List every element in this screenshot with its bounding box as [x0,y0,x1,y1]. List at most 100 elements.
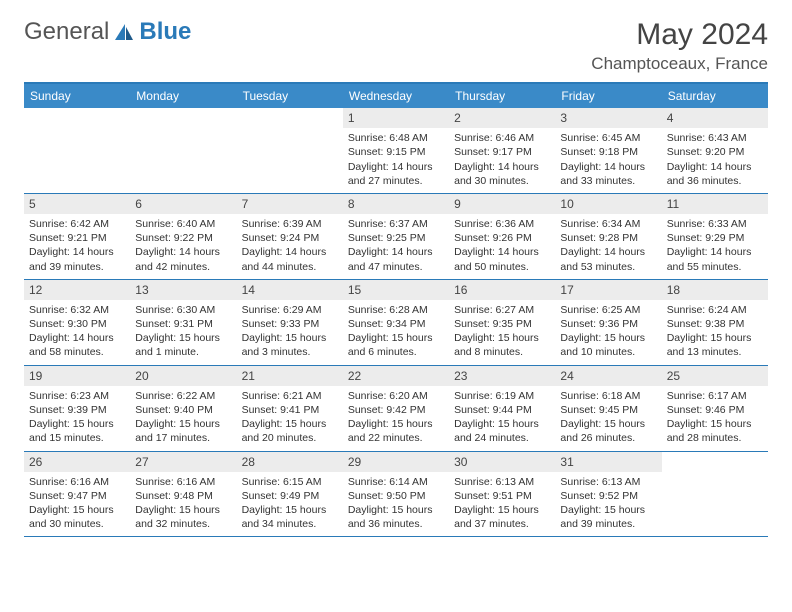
day-number: 11 [662,194,768,214]
sunset-text: Sunset: 9:20 PM [667,145,763,159]
sunrise-text: Sunrise: 6:14 AM [348,475,444,489]
day-cell: 6Sunrise: 6:40 AMSunset: 9:22 PMDaylight… [130,194,236,279]
day-cell: 29Sunrise: 6:14 AMSunset: 9:50 PMDayligh… [343,452,449,537]
day-cell [24,108,130,193]
sunset-text: Sunset: 9:31 PM [135,317,231,331]
day-number: 1 [343,108,449,128]
day-number: 20 [130,366,236,386]
day-number: 29 [343,452,449,472]
sunrise-text: Sunrise: 6:23 AM [29,389,125,403]
daylight-text: Daylight: 15 hours and 34 minutes. [242,503,338,531]
daylight-text: Daylight: 15 hours and 39 minutes. [560,503,656,531]
location-label: Champtoceaux, France [591,54,768,74]
daylight-text: Daylight: 14 hours and 39 minutes. [29,245,125,273]
brand-logo: General Blue [24,18,191,46]
daylight-text: Daylight: 14 hours and 58 minutes. [29,331,125,359]
daylight-text: Daylight: 15 hours and 1 minute. [135,331,231,359]
day-cell: 7Sunrise: 6:39 AMSunset: 9:24 PMDaylight… [237,194,343,279]
daylight-text: Daylight: 15 hours and 24 minutes. [454,417,550,445]
day-label: Friday [555,84,661,108]
sunrise-text: Sunrise: 6:33 AM [667,217,763,231]
sunset-text: Sunset: 9:25 PM [348,231,444,245]
day-cell [237,108,343,193]
sunset-text: Sunset: 9:49 PM [242,489,338,503]
title-block: May 2024 Champtoceaux, France [591,18,768,74]
sunset-text: Sunset: 9:41 PM [242,403,338,417]
sunrise-text: Sunrise: 6:27 AM [454,303,550,317]
day-cell: 1Sunrise: 6:48 AMSunset: 9:15 PMDaylight… [343,108,449,193]
week-row: 5Sunrise: 6:42 AMSunset: 9:21 PMDaylight… [24,194,768,280]
sunrise-text: Sunrise: 6:22 AM [135,389,231,403]
day-cell: 27Sunrise: 6:16 AMSunset: 9:48 PMDayligh… [130,452,236,537]
day-number: 22 [343,366,449,386]
day-number: 31 [555,452,661,472]
sunset-text: Sunset: 9:34 PM [348,317,444,331]
day-label: Saturday [662,84,768,108]
sunrise-text: Sunrise: 6:13 AM [560,475,656,489]
sunset-text: Sunset: 9:18 PM [560,145,656,159]
daylight-text: Daylight: 14 hours and 33 minutes. [560,160,656,188]
daylight-text: Daylight: 15 hours and 28 minutes. [667,417,763,445]
sunset-text: Sunset: 9:45 PM [560,403,656,417]
day-cell: 10Sunrise: 6:34 AMSunset: 9:28 PMDayligh… [555,194,661,279]
sunset-text: Sunset: 9:44 PM [454,403,550,417]
sunset-text: Sunset: 9:15 PM [348,145,444,159]
daylight-text: Daylight: 14 hours and 42 minutes. [135,245,231,273]
calendar: Sunday Monday Tuesday Wednesday Thursday… [24,82,768,537]
day-cell: 21Sunrise: 6:21 AMSunset: 9:41 PMDayligh… [237,366,343,451]
day-cell: 20Sunrise: 6:22 AMSunset: 9:40 PMDayligh… [130,366,236,451]
week-row: 12Sunrise: 6:32 AMSunset: 9:30 PMDayligh… [24,280,768,366]
day-number: 3 [555,108,661,128]
day-label: Monday [130,84,236,108]
day-cell [662,452,768,537]
daylight-text: Daylight: 15 hours and 3 minutes. [242,331,338,359]
day-cell: 17Sunrise: 6:25 AMSunset: 9:36 PMDayligh… [555,280,661,365]
sunset-text: Sunset: 9:38 PM [667,317,763,331]
daylight-text: Daylight: 15 hours and 26 minutes. [560,417,656,445]
sail-icon [113,22,135,42]
day-cell [130,108,236,193]
day-number: 13 [130,280,236,300]
day-cell: 15Sunrise: 6:28 AMSunset: 9:34 PMDayligh… [343,280,449,365]
sunrise-text: Sunrise: 6:16 AM [29,475,125,489]
sunset-text: Sunset: 9:51 PM [454,489,550,503]
day-cell: 22Sunrise: 6:20 AMSunset: 9:42 PMDayligh… [343,366,449,451]
sunset-text: Sunset: 9:22 PM [135,231,231,245]
sunset-text: Sunset: 9:26 PM [454,231,550,245]
daylight-text: Daylight: 15 hours and 37 minutes. [454,503,550,531]
sunrise-text: Sunrise: 6:28 AM [348,303,444,317]
day-number: 24 [555,366,661,386]
header: General Blue May 2024 Champtoceaux, Fran… [24,18,768,74]
sunset-text: Sunset: 9:28 PM [560,231,656,245]
daylight-text: Daylight: 15 hours and 6 minutes. [348,331,444,359]
day-cell: 24Sunrise: 6:18 AMSunset: 9:45 PMDayligh… [555,366,661,451]
day-cell: 28Sunrise: 6:15 AMSunset: 9:49 PMDayligh… [237,452,343,537]
brand-part2: Blue [139,18,191,46]
sunrise-text: Sunrise: 6:21 AM [242,389,338,403]
day-number: 5 [24,194,130,214]
sunset-text: Sunset: 9:24 PM [242,231,338,245]
daylight-text: Daylight: 14 hours and 53 minutes. [560,245,656,273]
day-number: 9 [449,194,555,214]
day-label: Wednesday [343,84,449,108]
daylight-text: Daylight: 15 hours and 30 minutes. [29,503,125,531]
daylight-text: Daylight: 15 hours and 20 minutes. [242,417,338,445]
day-cell: 4Sunrise: 6:43 AMSunset: 9:20 PMDaylight… [662,108,768,193]
day-label: Sunday [24,84,130,108]
day-cell: 13 Sunrise: 6:30 AMSunset: 9:31 PMDayligh… [130,280,236,365]
day-number: 12 [24,280,130,300]
daylight-text: Daylight: 14 hours and 50 minutes. [454,245,550,273]
day-cell: 23Sunrise: 6:19 AMSunset: 9:44 PMDayligh… [449,366,555,451]
sunset-text: Sunset: 9:46 PM [667,403,763,417]
day-number: 4 [662,108,768,128]
sunrise-text: Sunrise: 6:30 AM [135,303,231,317]
day-cell: 31Sunrise: 6:13 AMSunset: 9:52 PMDayligh… [555,452,661,537]
day-number: 23 [449,366,555,386]
day-number: 18 [662,280,768,300]
daylight-text: Daylight: 14 hours and 30 minutes. [454,160,550,188]
sunrise-text: Sunrise: 6:13 AM [454,475,550,489]
day-number: 8 [343,194,449,214]
sunrise-text: Sunrise: 6:20 AM [348,389,444,403]
daylight-text: Daylight: 15 hours and 15 minutes. [29,417,125,445]
day-cell: 16Sunrise: 6:27 AMSunset: 9:35 PMDayligh… [449,280,555,365]
